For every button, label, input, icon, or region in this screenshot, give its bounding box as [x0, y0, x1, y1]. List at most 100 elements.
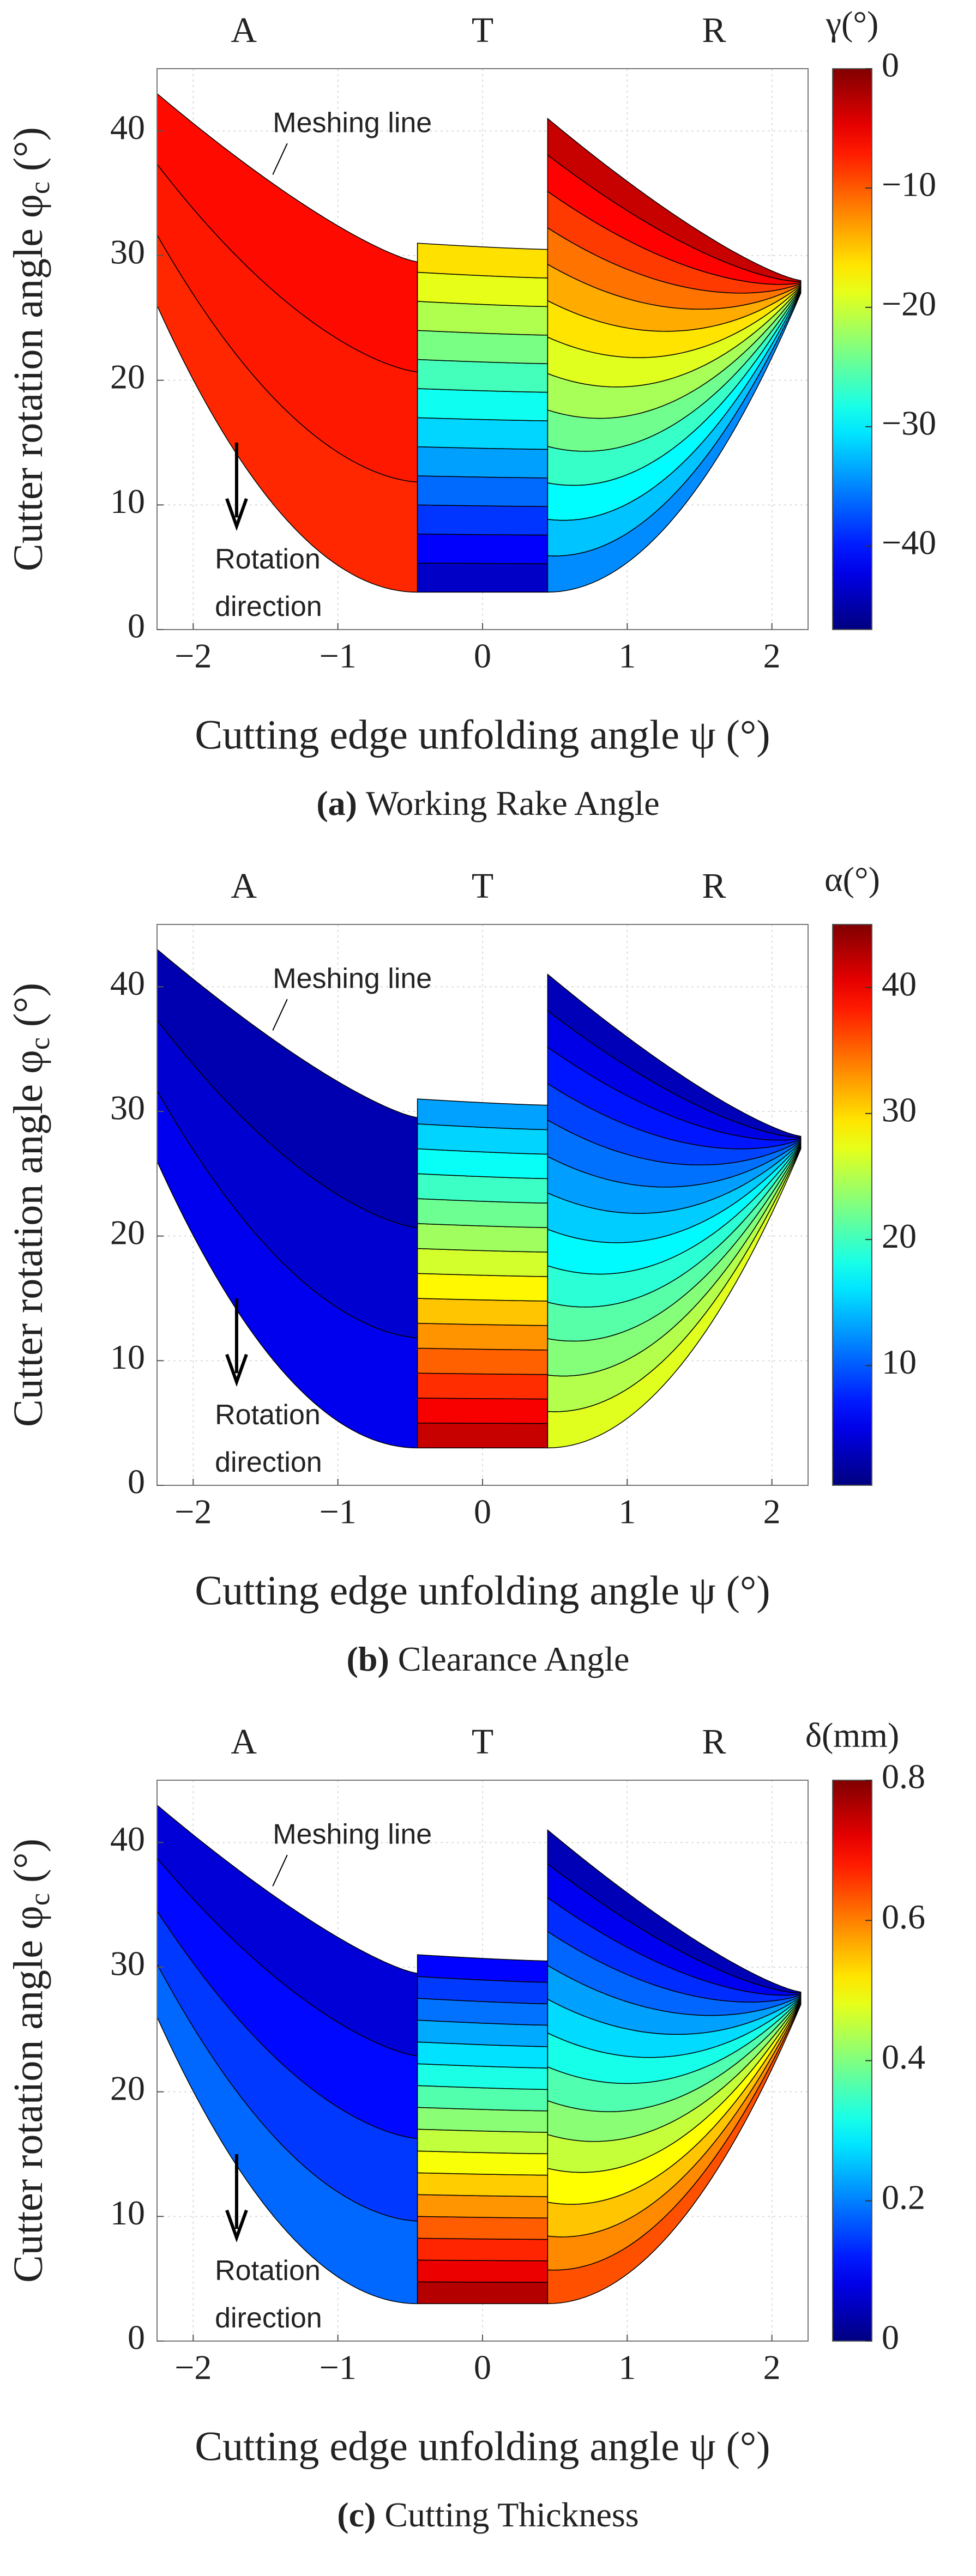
- annotation: Meshing line: [273, 963, 432, 995]
- x-tick-label: −2: [174, 2348, 212, 2387]
- contour-band: [417, 330, 549, 364]
- y-axis-label-part: c: [25, 182, 56, 194]
- y-tick-label: 20: [110, 1213, 145, 1251]
- contour-band: [417, 417, 549, 450]
- colorbar-tick-label: −20: [882, 285, 936, 323]
- region-label: R: [702, 1722, 726, 1762]
- caption-title: Clearance Angle: [398, 1640, 630, 1678]
- y-axis-label-part: (°): [5, 983, 51, 1037]
- contour-band: [417, 504, 549, 536]
- x-tick-label: 0: [474, 2348, 491, 2387]
- y-tick-label: 0: [128, 2318, 145, 2357]
- x-tick-label: 2: [763, 2348, 781, 2387]
- y-tick-label: 30: [110, 233, 145, 271]
- colorbar-label: α(°): [824, 860, 880, 899]
- colorbar-tick-label: 40: [882, 964, 917, 1003]
- contour-band: [417, 2150, 549, 2176]
- contour-band: [417, 533, 549, 564]
- colorbar: [832, 68, 872, 630]
- contour-band: [417, 1422, 549, 1449]
- arrow-head: [225, 1353, 248, 1387]
- x-axis-label: Cutting edge unfolding angle ψ (°): [195, 1568, 770, 1613]
- contour-band: [417, 2259, 549, 2283]
- annotation: Meshing line: [273, 107, 432, 139]
- y-axis-label: Cutter rotation angle φc (°): [5, 983, 56, 1427]
- y-tick-label: 0: [128, 607, 145, 645]
- region-label: T: [472, 10, 493, 50]
- y-tick-label: 40: [110, 108, 145, 147]
- x-tick-label: 0: [474, 637, 491, 675]
- colorbar-tick-label: −40: [882, 523, 936, 561]
- caption-panel: (b): [347, 1640, 389, 1678]
- y-axis-label-part: Cutter rotation angle φ: [5, 1050, 51, 1427]
- annotation: Meshing line: [273, 1819, 432, 1851]
- x-tick-label: −1: [320, 1492, 357, 1531]
- colorbar: [832, 924, 872, 1486]
- colorbar-tick-label: 0.6: [882, 1897, 925, 1936]
- annotation-leader: [272, 1854, 288, 1886]
- x-tick-label: 2: [763, 1492, 781, 1531]
- contour-band: [547, 1829, 802, 1994]
- colorbar-tick-label: 0: [882, 2318, 899, 2357]
- y-tick-label: 10: [110, 1338, 145, 1376]
- x-axis-label: Cutting edge unfolding angle ψ (°): [195, 712, 770, 758]
- annotation: Rotation: [215, 2255, 321, 2287]
- colorbar-label: δ(mm): [805, 1716, 899, 1755]
- contour-band: [417, 2194, 549, 2218]
- contour-band: [417, 1322, 549, 1351]
- contour-band: [417, 2216, 549, 2240]
- annotation-leader: [272, 999, 288, 1031]
- annotation-leader: [272, 143, 288, 175]
- y-axis-label-part: c: [25, 1893, 56, 1906]
- contour-band: [417, 2172, 549, 2197]
- y-tick-label: 20: [110, 357, 145, 396]
- colorbar-tick-label: 20: [882, 1217, 917, 1255]
- y-tick-label: 30: [110, 1944, 145, 1983]
- arrow-head: [225, 2209, 248, 2243]
- region-label: A: [231, 1722, 257, 1762]
- y-tick-label: 40: [110, 1819, 145, 1858]
- x-tick-label: −1: [320, 637, 357, 675]
- caption-title: Cutting Thickness: [384, 2495, 638, 2534]
- y-axis-label: Cutter rotation angle φc (°): [5, 1839, 56, 2283]
- x-tick-label: 2: [763, 637, 781, 675]
- y-axis-label-part: (°): [5, 127, 51, 182]
- region-label: R: [702, 10, 726, 50]
- annotation: direction: [215, 1447, 322, 1478]
- x-tick-label: 0: [474, 1492, 491, 1531]
- contour-band: [417, 388, 549, 421]
- y-tick-label: 10: [110, 2193, 145, 2232]
- contour-band: [417, 1372, 549, 1400]
- contour-band: [417, 563, 549, 593]
- annotation: Rotation: [215, 1399, 321, 1431]
- colorbar-label: γ(°): [826, 4, 879, 43]
- annotation: Rotation: [215, 543, 321, 575]
- caption-title: Working Rake Angle: [366, 784, 660, 823]
- region-label: A: [231, 866, 257, 906]
- colorbar-tick-label: −10: [882, 165, 936, 204]
- region-label: T: [472, 1722, 493, 1762]
- contour-band: [417, 2281, 549, 2305]
- caption: (a) Working Rake Angle: [316, 784, 659, 823]
- colorbar-tick-label: −30: [882, 403, 936, 442]
- y-tick-label: 20: [110, 2069, 145, 2107]
- x-tick-label: 1: [618, 2348, 636, 2387]
- y-axis-label-part: c: [25, 1037, 56, 1050]
- y-axis-label-part: (°): [5, 1839, 51, 1893]
- colorbar-tick-label: 0.4: [882, 2037, 925, 2076]
- caption: (c) Cutting Thickness: [337, 2495, 638, 2534]
- contour-band: [417, 1273, 549, 1302]
- contour-band: [547, 117, 802, 282]
- y-axis-label-part: Cutter rotation angle φ: [5, 194, 51, 571]
- contour-band: [417, 1398, 549, 1424]
- x-tick-label: −1: [320, 2348, 357, 2387]
- caption-panel: (a): [316, 784, 357, 823]
- annotation: direction: [215, 591, 322, 622]
- annotation: direction: [215, 2302, 322, 2334]
- region-label: A: [231, 10, 257, 50]
- contour-band: [417, 1298, 549, 1326]
- contour-band: [417, 1347, 549, 1375]
